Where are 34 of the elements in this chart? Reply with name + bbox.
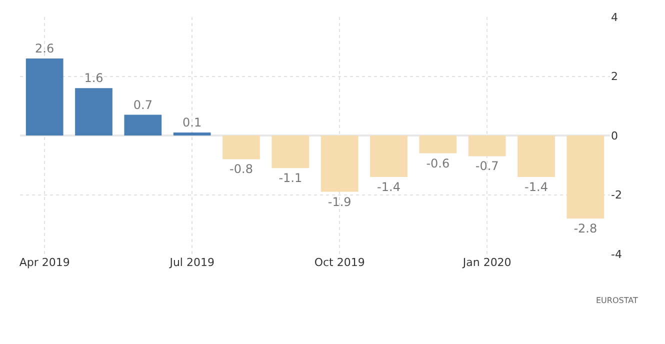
data-label: 2.6	[35, 41, 54, 56]
data-label: -1.9	[328, 194, 352, 209]
y-tick-label: 4	[611, 10, 618, 24]
bar	[419, 136, 457, 154]
data-label: -0.6	[426, 156, 450, 170]
bar	[566, 136, 604, 218]
bar	[222, 136, 260, 160]
bar	[173, 132, 211, 136]
bar	[468, 136, 506, 156]
x-tick-label: Jan 2020	[462, 256, 512, 269]
data-label: -1.4	[524, 180, 548, 194]
data-label: -0.8	[230, 162, 253, 176]
bar	[124, 114, 162, 136]
bar	[518, 136, 555, 177]
data-label: -0.7	[475, 159, 499, 174]
data-label: -2.8	[574, 221, 598, 236]
x-tick-label: Apr 2019	[19, 256, 70, 269]
data-label: 1.6	[84, 71, 104, 86]
x-tick-label: Jul 2019	[168, 256, 214, 269]
text: EUROSTAT	[596, 296, 638, 305]
bar	[75, 88, 112, 136]
bar	[26, 58, 64, 136]
bar	[370, 136, 408, 177]
y-tick-label: 2	[611, 70, 618, 84]
bar	[320, 136, 358, 192]
data-label: -1.1	[278, 171, 302, 186]
data-label: 0.1	[182, 116, 202, 130]
x-tick-label: Oct 2019	[314, 256, 365, 269]
bar	[272, 136, 310, 168]
y-tick-label: -4	[611, 248, 622, 261]
data-label: -1.4	[377, 180, 400, 194]
y-tick-label: 0	[611, 129, 618, 142]
y-tick-label: -2	[611, 188, 622, 202]
data-label: 0.7	[133, 98, 152, 112]
